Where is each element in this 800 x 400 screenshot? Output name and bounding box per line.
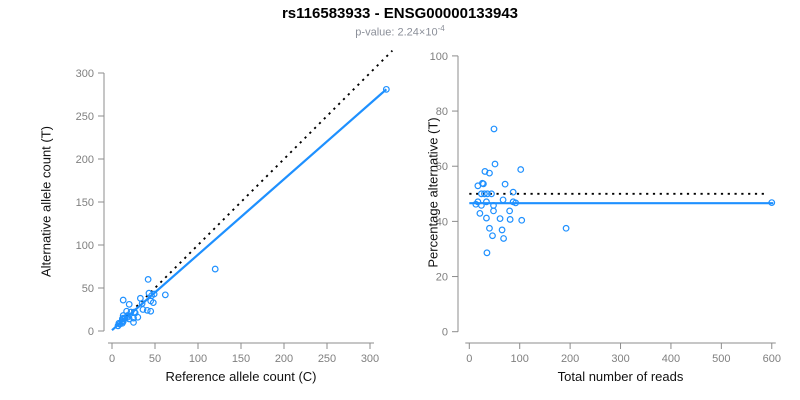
right-x-axis-title: Total number of reads — [557, 369, 684, 384]
pvalue-text: p-value: 2.24×10 — [355, 26, 438, 39]
data-point — [150, 290, 158, 298]
y-tick-label: 0 — [442, 327, 448, 339]
data-point — [500, 235, 507, 242]
x-tick-label: 500 — [712, 353, 730, 365]
x-tick-label: 50 — [149, 353, 161, 365]
data-point — [484, 190, 491, 198]
left-x-axis-title: Reference allele count (C) — [165, 369, 317, 384]
data-point — [490, 207, 497, 215]
data-point — [498, 226, 506, 234]
x-tick-label: 250 — [318, 353, 336, 365]
regression-line — [111, 88, 388, 331]
x-tick-label: 100 — [511, 353, 529, 365]
pvalue-subtitle: p-value: 2.24×10-4 — [0, 24, 800, 39]
data-point — [125, 315, 133, 323]
data-point — [130, 314, 137, 322]
data-point — [130, 319, 137, 326]
data-point — [161, 291, 169, 299]
y-tick-label: 0 — [88, 326, 94, 338]
data-point — [149, 299, 157, 307]
data-point — [119, 296, 127, 304]
y-tick-label: 20 — [436, 272, 448, 284]
data-point — [506, 216, 514, 223]
y-tick-label: 100 — [430, 51, 448, 63]
data-point — [517, 166, 525, 173]
y-tick-label: 80 — [436, 106, 448, 118]
y-tick-label: 60 — [436, 161, 448, 173]
data-point — [134, 313, 142, 321]
data-point — [496, 215, 504, 223]
y-tick-label: 150 — [76, 197, 94, 209]
y-tick-label: 250 — [76, 111, 94, 123]
x-tick-label: 100 — [189, 353, 207, 365]
x-tick-label: 300 — [361, 353, 379, 365]
y-tick-label: 50 — [82, 283, 94, 295]
data-point — [127, 308, 135, 316]
data-point — [486, 224, 493, 232]
data-point — [143, 306, 151, 314]
y-tick-label: 40 — [436, 216, 448, 228]
y-tick-label: 200 — [76, 154, 94, 166]
data-point — [382, 85, 390, 93]
left-y-axis-title: Alternative allele count (T) — [38, 126, 54, 278]
data-point — [499, 196, 507, 204]
pvalue-exponent: -4 — [437, 24, 445, 33]
data-point — [483, 249, 491, 257]
data-point — [139, 306, 147, 313]
data-point — [491, 160, 499, 168]
identity-line — [116, 49, 394, 327]
x-tick-label: 400 — [662, 353, 680, 365]
data-point — [488, 190, 495, 198]
x-tick-label: 600 — [763, 353, 781, 365]
data-point — [476, 209, 484, 217]
y-tick-label: 300 — [76, 68, 94, 80]
data-point — [512, 199, 520, 207]
x-tick-label: 150 — [232, 353, 250, 365]
data-point — [144, 276, 152, 283]
data-point — [501, 180, 509, 188]
figure-title: rs116583933 - ENSG00000133943 — [281, 5, 519, 22]
x-tick-label: 300 — [611, 353, 629, 365]
x-tick-label: 0 — [109, 353, 115, 365]
data-point — [472, 200, 480, 208]
data-point — [474, 182, 482, 190]
data-point — [147, 307, 155, 315]
data-point — [562, 224, 570, 232]
data-point — [211, 265, 219, 273]
y-tick-label: 100 — [76, 240, 94, 252]
x-tick-label: 200 — [561, 353, 579, 365]
x-tick-label: 200 — [275, 353, 293, 365]
data-point — [768, 199, 776, 207]
data-point — [489, 232, 496, 240]
x-tick-label: 0 — [466, 353, 472, 365]
data-point — [506, 207, 514, 215]
data-point — [518, 216, 526, 224]
data-point — [125, 300, 133, 308]
data-point — [118, 319, 126, 327]
data-point — [483, 214, 490, 222]
data-point — [509, 188, 517, 196]
data-point — [481, 190, 488, 198]
right-y-axis-title: Percentage alternative (T) — [425, 117, 441, 268]
data-point — [486, 169, 493, 177]
data-point — [490, 125, 498, 133]
data-point — [483, 198, 490, 206]
